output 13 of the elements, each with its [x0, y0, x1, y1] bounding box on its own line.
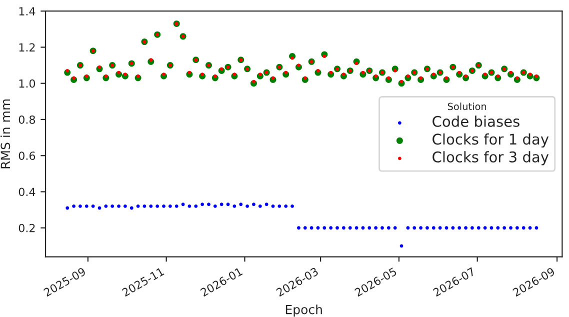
y-tick-label: 0.2 [18, 224, 35, 232]
y-tick-label: 0.8 [18, 115, 36, 124]
legend-label: Clocks for 3 day [432, 151, 549, 166]
legend-label: Code biases [432, 116, 520, 127]
y-tick-label: 0.6 [18, 152, 36, 160]
y-tick-label: 1.4 [19, 7, 36, 16]
y-tick-label: 1.0 [19, 79, 36, 88]
legend-label: Clocks for 1 day [432, 133, 549, 148]
legend-title: Solution [448, 102, 486, 110]
y-tick-label: 0.4 [18, 188, 36, 196]
x-axis-title: Epoch [286, 304, 322, 317]
y-axis-title: RMS in mm [0, 99, 10, 168]
y-tick-label: 1.2 [19, 43, 35, 52]
